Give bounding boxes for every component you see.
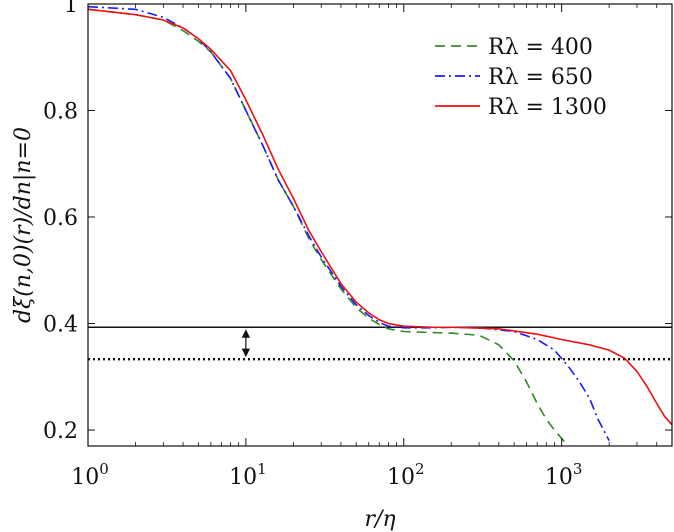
reference-lines — [88, 326, 672, 361]
legend-label-2: Rλ = 1300 — [488, 95, 607, 120]
x-tick-label: 100 — [71, 460, 109, 490]
series-line-0 — [87, 8, 569, 447]
x-tick-label: 103 — [545, 460, 583, 490]
x-tick-label: 101 — [229, 460, 267, 490]
legend-label-1: Rλ = 650 — [488, 65, 593, 90]
x-tick-label: 102 — [387, 460, 425, 490]
y-tick-label: 0.6 — [43, 206, 78, 231]
y-tick-label: 0.4 — [43, 313, 78, 338]
ticks: 0.2 0.4 0.6 0.8 1 100 101 102 103 — [43, 0, 673, 490]
legend-label-0: Rλ = 400 — [488, 35, 593, 60]
series-line-1 — [87, 5, 610, 442]
y-tick-label: 0.8 — [43, 100, 78, 125]
legend: Rλ = 400 Rλ = 650 Rλ = 1300 — [435, 35, 607, 120]
plot-frame — [87, 3, 673, 447]
y-tick-label: 0.2 — [43, 419, 78, 444]
series-line-2 — [87, 8, 673, 426]
y-axis-label: dξ(n,0)(r)/dn|n=0 — [11, 127, 36, 323]
x-axis-label: r/η — [364, 507, 395, 532]
series-layer — [87, 5, 673, 447]
y-tick-label: 1 — [64, 0, 78, 18]
